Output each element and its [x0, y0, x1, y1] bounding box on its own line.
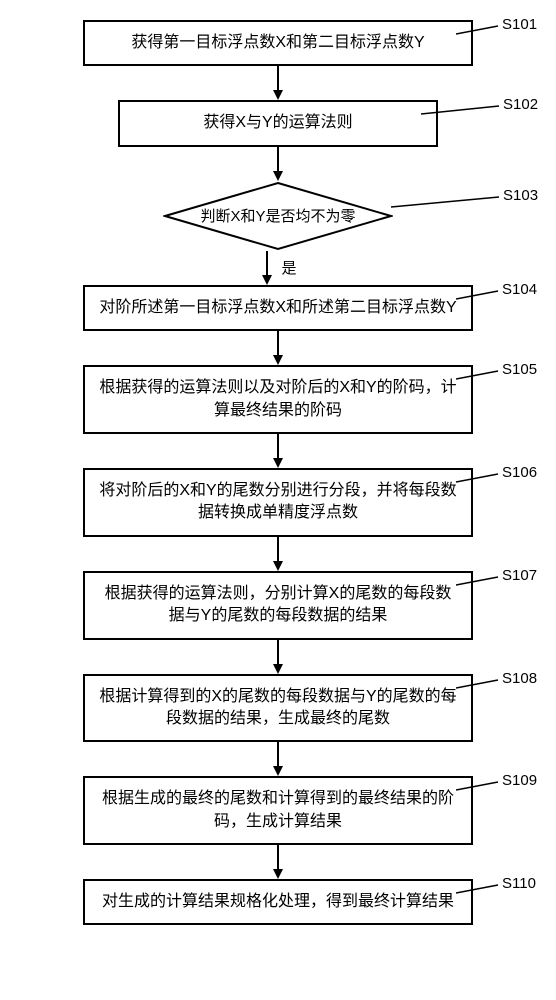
process-box-s101: 获得第一目标浮点数X和第二目标浮点数Y: [83, 20, 473, 66]
arrow: [270, 331, 286, 365]
step-label: S107: [502, 567, 537, 584]
step-row: 对生成的计算结果规格化处理，得到最终计算结果 S110: [10, 879, 546, 925]
leader-s109: S109: [456, 780, 516, 794]
leader-s110: S110: [456, 883, 516, 897]
process-text: 获得X与Y的运算法则: [203, 114, 352, 131]
process-text: 根据获得的运算法则以及对阶后的X和Y的阶码，计算最终结果的阶码: [99, 379, 456, 418]
step-label: S108: [502, 670, 537, 687]
leader-s107: S107: [456, 575, 516, 589]
leader-s104: S104: [456, 289, 516, 303]
process-text: 根据获得的运算法则，分别计算X的尾数的每段数据与Y的尾数的每段数据的结果: [105, 585, 452, 624]
leader-s101: S101: [456, 24, 516, 38]
step-row: 根据获得的运算法则，分别计算X的尾数的每段数据与Y的尾数的每段数据的结果 S10…: [10, 571, 546, 640]
decision-box-s103: 判断X和Y是否均不为零: [163, 181, 393, 251]
process-text: 根据计算得到的X的尾数的每段数据与Y的尾数的每段数据的结果，生成最终的尾数: [99, 688, 456, 727]
step-row: 根据获得的运算法则以及对阶后的X和Y的阶码，计算最终结果的阶码 S105: [10, 365, 546, 434]
arrow: [270, 845, 286, 879]
step-row: 根据生成的最终的尾数和计算得到的最终结果的阶码，生成计算结果 S109: [10, 776, 546, 845]
step-label: S101: [502, 16, 537, 33]
arrow: [270, 66, 286, 100]
arrow: [270, 147, 286, 181]
process-box-s105: 根据获得的运算法则以及对阶后的X和Y的阶码，计算最终结果的阶码: [83, 365, 473, 434]
process-text: 根据生成的最终的尾数和计算得到的最终结果的阶码，生成计算结果: [102, 790, 454, 829]
process-box-s108: 根据计算得到的X的尾数的每段数据与Y的尾数的每段数据的结果，生成最终的尾数: [83, 674, 473, 743]
step-row: 根据计算得到的X的尾数的每段数据与Y的尾数的每段数据的结果，生成最终的尾数 S1…: [10, 674, 546, 743]
step-row: 对阶所述第一目标浮点数X和所述第二目标浮点数Y S104: [10, 285, 546, 331]
step-row: 获得第一目标浮点数X和第二目标浮点数Y S101: [10, 20, 546, 66]
arrow: [270, 434, 286, 468]
step-label: S110: [502, 875, 536, 892]
leader-s106: S106: [456, 472, 516, 486]
arrow-yes-row: 是: [259, 251, 296, 285]
leader-s102: S102: [421, 104, 516, 118]
process-text: 将对阶后的X和Y的尾数分别进行分段，并将每段数据转换成单精度浮点数: [99, 482, 456, 521]
flowchart-container: 获得第一目标浮点数X和第二目标浮点数Y S101 获得X与Y的运算法则 S102: [10, 20, 546, 925]
step-label: S104: [502, 281, 537, 298]
step-label: S109: [502, 772, 537, 789]
step-row: 将对阶后的X和Y的尾数分别进行分段，并将每段数据转换成单精度浮点数 S106: [10, 468, 546, 537]
process-text: 对阶所述第一目标浮点数X和所述第二目标浮点数Y: [99, 299, 456, 316]
step-row: 获得X与Y的运算法则 S102: [10, 100, 546, 146]
step-label: S102: [503, 96, 538, 113]
process-text: 获得第一目标浮点数X和第二目标浮点数Y: [131, 34, 424, 51]
leader-s108: S108: [456, 678, 516, 692]
step-row: 判断X和Y是否均不为零 S103: [10, 181, 546, 251]
process-text: 对生成的计算结果规格化处理，得到最终计算结果: [102, 893, 454, 910]
step-label: S105: [502, 361, 537, 378]
process-box-s109: 根据生成的最终的尾数和计算得到的最终结果的阶码，生成计算结果: [83, 776, 473, 845]
process-box-s104: 对阶所述第一目标浮点数X和所述第二目标浮点数Y: [83, 285, 473, 331]
arrow: [270, 742, 286, 776]
process-box-s102: 获得X与Y的运算法则: [118, 100, 438, 146]
yes-label: 是: [281, 257, 296, 278]
step-label: S103: [503, 187, 538, 204]
process-box-s106: 将对阶后的X和Y的尾数分别进行分段，并将每段数据转换成单精度浮点数: [83, 468, 473, 537]
step-label: S106: [502, 464, 537, 481]
process-box-s107: 根据获得的运算法则，分别计算X的尾数的每段数据与Y的尾数的每段数据的结果: [83, 571, 473, 640]
leader-s103: S103: [391, 195, 516, 209]
arrow: [270, 640, 286, 674]
arrow: [270, 537, 286, 571]
leader-s105: S105: [456, 369, 516, 383]
decision-text: 判断X和Y是否均不为零: [163, 181, 393, 251]
process-box-s110: 对生成的计算结果规格化处理，得到最终计算结果: [83, 879, 473, 925]
